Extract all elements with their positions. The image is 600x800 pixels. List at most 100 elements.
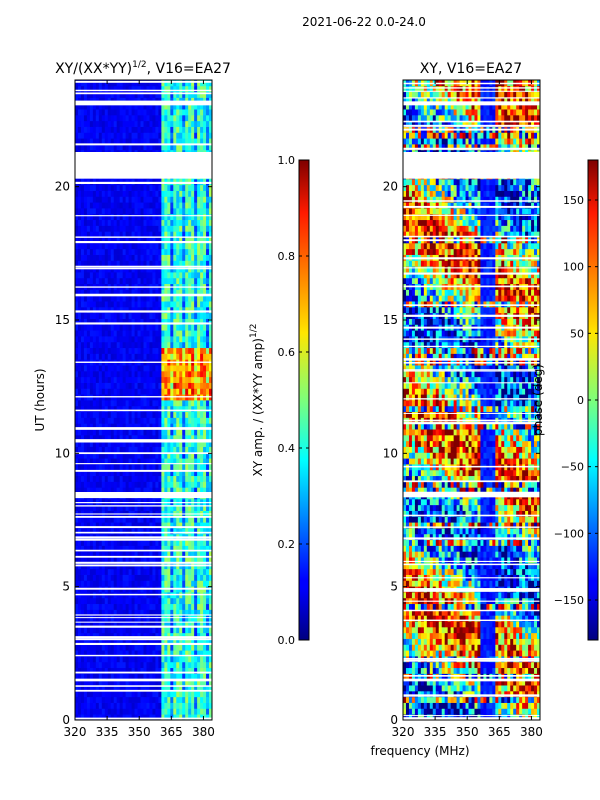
heatmap-cell xyxy=(176,289,180,296)
heatmap-cell xyxy=(104,196,109,203)
heatmap-cell xyxy=(89,405,94,413)
heatmap-cell xyxy=(209,702,212,709)
heatmap-cell xyxy=(134,144,138,151)
heatmap-cell xyxy=(134,446,138,453)
heatmap-cell xyxy=(185,382,189,389)
heatmap-cell xyxy=(167,626,171,634)
heatmap-cell xyxy=(89,388,94,395)
heatmap-cell xyxy=(179,638,183,645)
heatmap-cell xyxy=(188,545,192,552)
heatmap-cell xyxy=(131,609,135,616)
heatmap-cell xyxy=(152,202,156,209)
heatmap-cell xyxy=(140,260,144,267)
heatmap-cell xyxy=(146,289,150,296)
heatmap-cell xyxy=(110,277,115,285)
heatmap-cell xyxy=(161,324,165,331)
heatmap-cell xyxy=(143,673,147,680)
heatmap-cell xyxy=(173,423,177,430)
heatmap-cell xyxy=(131,277,135,285)
heatmap-cell xyxy=(146,138,150,145)
heatmap-cell xyxy=(140,411,144,418)
heatmap-cell xyxy=(140,516,144,523)
heatmap-cell xyxy=(182,690,186,698)
heatmap-cell xyxy=(86,411,91,418)
heatmap-cell xyxy=(92,365,97,372)
heatmap-cell xyxy=(164,382,168,389)
heatmap-cell xyxy=(137,504,141,511)
heatmap-cell xyxy=(80,685,85,692)
heatmap-cell xyxy=(200,97,204,104)
heatmap-cell xyxy=(92,126,97,133)
heatmap-cell xyxy=(158,656,162,663)
heatmap-cell xyxy=(179,661,183,669)
heatmap-cell xyxy=(89,551,94,558)
heatmap-cell xyxy=(155,475,159,482)
heatmap-cell xyxy=(119,434,124,442)
heatmap-cell xyxy=(158,458,162,465)
heatmap-cell xyxy=(173,103,177,110)
heatmap-cell xyxy=(80,242,85,250)
heatmap-cell xyxy=(89,376,94,383)
heatmap-cell xyxy=(104,452,109,459)
heatmap-cell xyxy=(104,336,109,343)
heatmap-cell xyxy=(191,475,195,482)
heatmap-cell xyxy=(209,522,212,529)
heatmap-cell xyxy=(188,702,192,709)
heatmap-cell xyxy=(170,679,174,686)
heatmap-cell xyxy=(191,417,195,424)
heatmap-cell xyxy=(113,132,118,139)
heatmap-cell xyxy=(179,568,183,575)
heatmap-cell xyxy=(110,132,115,139)
heatmap-cell xyxy=(167,516,171,523)
heatmap-cell xyxy=(197,388,201,395)
heatmap-cell xyxy=(107,528,112,535)
heatmap-cell xyxy=(80,382,85,389)
heatmap-cell xyxy=(101,248,106,255)
heatmap-cell xyxy=(113,580,118,587)
heatmap-cell xyxy=(188,464,192,471)
heatmap-cell xyxy=(89,417,94,424)
heatmap-cell xyxy=(170,248,174,255)
heatmap-cell xyxy=(140,114,144,122)
heatmap-cell xyxy=(188,126,192,133)
heatmap-cell xyxy=(134,667,138,674)
heatmap-cell xyxy=(209,248,212,255)
heatmap-cell xyxy=(179,644,183,651)
heatmap-cell xyxy=(191,295,195,302)
heatmap-cell xyxy=(206,114,210,122)
heatmap-cell xyxy=(107,260,112,267)
heatmap-cell xyxy=(194,638,198,645)
heatmap-cell xyxy=(146,539,150,546)
heatmap-cell xyxy=(75,429,79,436)
heatmap-cell xyxy=(137,440,141,447)
heatmap-cell xyxy=(158,272,162,279)
heatmap-cell xyxy=(131,126,135,133)
heatmap-cell xyxy=(92,644,97,651)
heatmap-cell xyxy=(146,434,150,442)
heatmap-cell xyxy=(77,376,82,383)
heatmap-cell xyxy=(104,673,109,680)
heatmap-cell xyxy=(200,272,204,279)
heatmap-cell xyxy=(152,702,156,709)
heatmap-cell xyxy=(86,376,91,383)
heatmap-cell xyxy=(209,208,212,215)
heatmap-cell xyxy=(176,405,180,413)
heatmap-cell xyxy=(206,679,210,686)
heatmap-cell xyxy=(95,306,100,314)
heatmap-cell xyxy=(134,440,138,447)
heatmap-cell xyxy=(200,336,204,343)
heatmap-cell xyxy=(155,242,159,250)
heatmap-cell xyxy=(203,650,207,657)
heatmap-cell xyxy=(191,516,195,523)
heatmap-cell xyxy=(113,609,118,616)
heatmap-cell xyxy=(110,429,115,436)
heatmap-cell xyxy=(86,516,91,523)
heatmap-cell xyxy=(152,708,156,715)
heatmap-cell xyxy=(185,667,189,674)
heatmap-cell xyxy=(77,656,82,663)
heatmap-cell xyxy=(188,638,192,645)
heatmap-cell xyxy=(197,260,201,267)
heatmap-cell xyxy=(104,638,109,645)
heatmap-cell xyxy=(194,400,198,407)
heatmap-cell xyxy=(182,301,186,308)
